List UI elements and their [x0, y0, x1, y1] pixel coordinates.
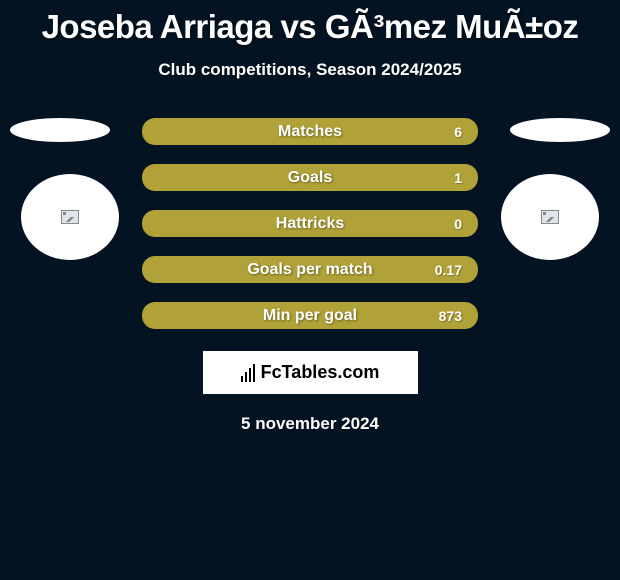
page-title: Joseba Arriaga vs GÃ³mez MuÃ±oz	[42, 8, 579, 46]
left-player-avatar	[21, 174, 119, 260]
logo-bar	[249, 368, 251, 382]
logo-bar	[241, 376, 243, 382]
subtitle: Club competitions, Season 2024/2025	[158, 60, 461, 80]
stat-bar-matches: Matches 6	[142, 118, 478, 145]
right-player-avatar	[501, 174, 599, 260]
date-label: 5 november 2024	[241, 414, 379, 434]
stat-label: Goals	[288, 169, 332, 187]
stat-right-value: 0	[412, 216, 462, 232]
stat-bar-goals: Goals 1	[142, 164, 478, 191]
main-container: Joseba Arriaga vs GÃ³mez MuÃ±oz Club com…	[0, 0, 620, 580]
stat-label: Matches	[278, 123, 342, 141]
left-ellipse	[10, 118, 110, 142]
broken-image-icon	[61, 210, 79, 224]
stat-right-value: 1	[412, 170, 462, 186]
logo-box: FcTables.com	[203, 351, 418, 394]
stat-right-value: 873	[412, 308, 462, 324]
left-player-col	[0, 118, 120, 260]
right-player-col	[500, 118, 620, 260]
stat-bar-min-per-goal: Min per goal 873	[142, 302, 478, 329]
stat-right-value: 6	[412, 124, 462, 140]
stat-bar-hattricks: Hattricks 0	[142, 210, 478, 237]
stat-label: Min per goal	[263, 307, 357, 325]
stats-column: Matches 6 Goals 1 Hattricks 0 Goals per …	[120, 118, 500, 329]
stat-label: Hattricks	[276, 215, 344, 233]
layout-row: Matches 6 Goals 1 Hattricks 0 Goals per …	[0, 118, 620, 329]
stat-label: Goals per match	[247, 261, 372, 279]
logo-bar	[245, 372, 247, 382]
logo-text: FcTables.com	[261, 362, 380, 383]
logo-bar	[253, 364, 255, 382]
stat-right-value: 0.17	[412, 262, 462, 278]
chart-icon	[241, 364, 255, 382]
broken-image-icon	[541, 210, 559, 224]
right-ellipse	[510, 118, 610, 142]
stat-bar-goals-per-match: Goals per match 0.17	[142, 256, 478, 283]
